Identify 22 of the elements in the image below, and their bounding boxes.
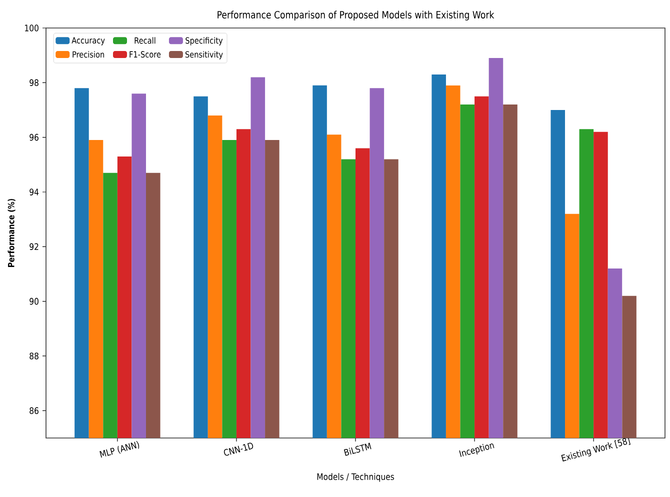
x-tick-label: BiLSTM	[344, 442, 372, 456]
legend-label: Recall	[134, 37, 156, 44]
chart-title: Performance Comparison of Proposed Models with Existing Work	[218, 10, 494, 20]
y-tick-label: 86	[30, 407, 38, 414]
y-tick-label: 100	[25, 24, 38, 32]
legend-label: Precision	[72, 51, 104, 58]
x-tick-label: Existing Work [58]	[561, 436, 631, 462]
x-tick-label: MLP (ANN)	[100, 441, 140, 458]
legend-label: Sensitivity	[185, 51, 223, 60]
legend-label: Specificity	[186, 37, 223, 46]
y-tick-label: 90	[30, 298, 38, 305]
legend-label: F1-Score	[130, 51, 161, 58]
y-tick-label: 96	[30, 134, 38, 141]
legend-label: Accuracy	[72, 37, 105, 46]
y-axis-title: Performance (%)	[8, 198, 16, 267]
y-tick-label: 92	[30, 243, 38, 250]
x-tick-label: CNN-1D	[224, 442, 254, 456]
x-tick-label: Inception	[459, 443, 494, 457]
y-tick-label: 94	[30, 188, 39, 196]
y-tick-label: 98	[30, 79, 38, 86]
x-axis-title: Models / Techniques	[317, 473, 394, 482]
y-tick-label: 88	[30, 352, 38, 360]
